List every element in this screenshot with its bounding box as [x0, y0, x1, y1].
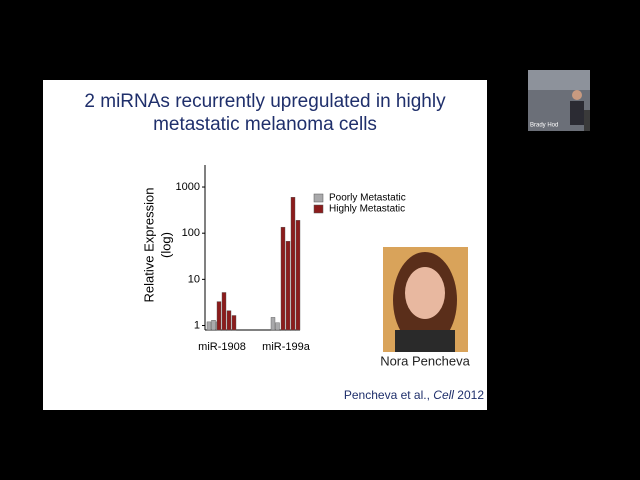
y-axis-label: Relative Expression: [141, 188, 156, 303]
y-tick-label: 1000: [176, 181, 200, 193]
person-head: [572, 90, 582, 100]
photo: [383, 247, 468, 352]
bar: [295, 220, 301, 331]
bar: [280, 226, 286, 331]
y-tick-label: 10: [188, 273, 200, 285]
bar: [221, 292, 227, 331]
bar: [275, 322, 280, 331]
bar: [290, 197, 296, 331]
x-tick-label: miR-1908: [198, 341, 246, 353]
legend-swatch: [313, 193, 324, 203]
bar: [211, 320, 216, 331]
legend-label: Highly Metastatic: [329, 204, 405, 215]
face: [405, 267, 445, 319]
slide: [43, 80, 487, 410]
wall: [528, 70, 590, 90]
legend-label: Poorly Metastatic: [329, 193, 406, 204]
legend-swatch: [313, 204, 324, 214]
slide-title: metastatic melanoma cells: [153, 114, 377, 135]
clothes: [395, 330, 455, 352]
slide-title: 2 miRNAs recurrently upregulated in high…: [84, 91, 446, 112]
bar: [231, 315, 237, 331]
bar: [285, 241, 291, 331]
participant-name: Brady Hod: [530, 123, 558, 129]
bar: [226, 310, 232, 331]
citation-authors: Pencheva et al.,: [344, 388, 430, 402]
person-body: [570, 101, 584, 125]
y-axis-label: (log): [158, 232, 173, 258]
citation: Pencheva et al., Cell 2012: [344, 388, 484, 402]
photo-caption: Nora Pencheva: [380, 353, 470, 368]
bar: [216, 301, 222, 331]
citation-journal: Cell: [433, 388, 454, 402]
chart: 1 10 100 1000 Relative Expression (log) miR-19…: [141, 165, 406, 353]
podium: [584, 110, 590, 131]
y-tick-label: 100: [182, 227, 200, 239]
bar: [206, 321, 212, 331]
y-tick-label: 1: [194, 319, 200, 331]
webcam: Brady Hod: [528, 70, 590, 131]
x-tick-label: miR-199a: [262, 341, 311, 353]
citation-year: 2012: [457, 388, 484, 402]
bar: [270, 317, 276, 331]
